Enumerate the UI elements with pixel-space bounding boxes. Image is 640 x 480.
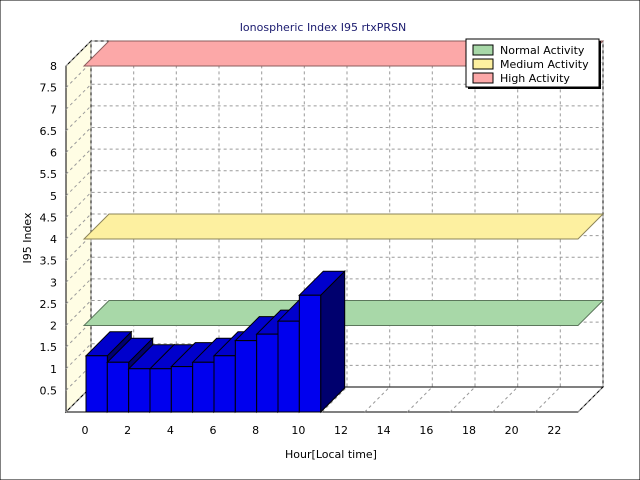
- x-tick-label: 2: [124, 424, 131, 437]
- x-tick-label: 8: [252, 424, 259, 437]
- plot-area: 0.5 1 1.5 2 2.5 3 3.5 4 4.5 5 5.5 6 6.5 7 7.5 8 0 2 4 6 8 10 1…: [40, 39, 605, 437]
- legend-swatch: [472, 44, 494, 56]
- x-gridline: [278, 41, 305, 413]
- y-tick-label: 3.5: [40, 255, 58, 268]
- y-tick-label: 2: [50, 320, 57, 333]
- legend-label: Normal Activity: [500, 44, 585, 57]
- x-gridline: [449, 41, 476, 413]
- legend-swatch: [472, 72, 494, 84]
- x-tick-label: 18: [462, 424, 476, 437]
- x-gridline: [150, 41, 177, 413]
- y-tick-label: 2.5: [40, 298, 58, 311]
- x-gridline: [577, 41, 604, 413]
- x-gridline: [193, 41, 220, 413]
- y-tick-label: 6: [50, 147, 57, 160]
- x-gridline: [65, 41, 92, 413]
- x-tick-label: 4: [167, 424, 174, 437]
- y-tick-label: 7: [50, 103, 57, 116]
- y-axis-label: I95 Index: [21, 212, 34, 264]
- legend-label: High Activity: [500, 72, 570, 85]
- x-tick-label: 6: [210, 424, 217, 437]
- chart-title: Ionospheric Index I95 rtxPRSN: [240, 21, 407, 34]
- x-tick-label: 12: [334, 424, 348, 437]
- x-tick-label: 10: [291, 424, 305, 437]
- y-tick-label: 7.5: [40, 82, 58, 95]
- y-tick-label: 4.5: [40, 211, 58, 224]
- legend-label: Medium Activity: [500, 58, 589, 71]
- x-axis-label: Hour[Local time]: [285, 448, 377, 461]
- band-medium-activity: [82, 213, 605, 240]
- x-tick-label: 14: [377, 424, 391, 437]
- x-gridline: [321, 41, 348, 413]
- y-tick-label: 4: [50, 233, 57, 246]
- x-tick-label: 16: [419, 424, 433, 437]
- y-tick-label: 1.5: [40, 341, 58, 354]
- y-tick-label: 0.5: [40, 384, 58, 397]
- x-tick-label: 22: [547, 424, 561, 437]
- bar: [298, 269, 346, 414]
- x-gridline: [406, 41, 433, 413]
- y-tick-label: 6.5: [40, 125, 58, 138]
- y-tick-label: 8: [50, 60, 57, 73]
- x-gridline: [534, 41, 561, 413]
- x-tick-label: 20: [505, 424, 519, 437]
- y-tick-label: 5: [50, 190, 57, 203]
- x-gridline: [492, 41, 519, 413]
- x-gridline: [108, 41, 135, 413]
- y-tick-label: 3: [50, 276, 57, 289]
- x-tick-label: 0: [82, 424, 89, 437]
- y-tick-label: 5.5: [40, 168, 58, 181]
- x-gridline: [364, 41, 391, 413]
- x-gridline: [236, 41, 263, 413]
- y-tick-label: 1: [50, 363, 57, 376]
- legend-swatch: [472, 58, 494, 70]
